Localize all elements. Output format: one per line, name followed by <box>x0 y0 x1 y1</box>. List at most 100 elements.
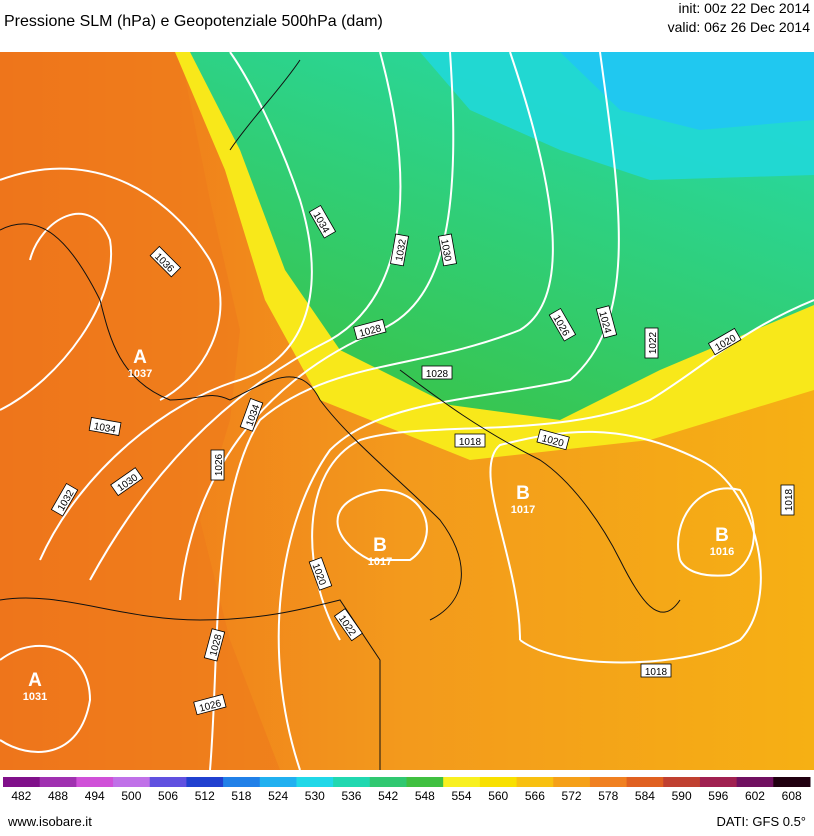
colorbar-label: 560 <box>488 789 508 803</box>
isobar-label-box <box>149 245 182 278</box>
warm-field <box>0 52 280 770</box>
isobar-label-box <box>193 693 227 716</box>
center-value: 1017 <box>511 504 535 516</box>
colorbar-label: 590 <box>672 789 692 803</box>
isobar-label: 1026 <box>193 693 227 716</box>
isobar-label-box <box>110 467 144 497</box>
colorbar-swatch <box>443 777 481 787</box>
center-symbol: A <box>28 670 42 691</box>
isobar-label-text: 1018 <box>784 488 795 511</box>
isobar-label-box <box>548 307 577 342</box>
isobar-label-box <box>640 663 672 678</box>
center-symbol: B <box>516 483 530 504</box>
colorbar-label: 482 <box>11 789 31 803</box>
colorbar-swatch <box>553 777 591 787</box>
isobar-lines <box>0 51 814 771</box>
colorbar-swatch <box>406 777 444 787</box>
center-value: 1017 <box>368 556 392 568</box>
colorbar-label: 536 <box>341 789 361 803</box>
isobar-label-box <box>421 365 453 380</box>
center-symbol: B <box>715 525 729 546</box>
colorbar-swatch <box>296 777 334 787</box>
colorbar-label: 524 <box>268 789 288 803</box>
isobar-label-box <box>308 556 333 591</box>
center-value: 1031 <box>23 691 47 703</box>
colorbar-swatch <box>39 777 77 787</box>
isobar-label-text: 1032 <box>394 238 409 262</box>
colorbar-swatch <box>3 777 41 787</box>
colorbar-swatch <box>333 777 371 787</box>
isobar-label-box <box>88 417 122 436</box>
isobar-label-box <box>780 484 795 516</box>
colorbar-swatch <box>663 777 701 787</box>
isobar-label: 1034 <box>88 417 122 436</box>
colorbar-label: 500 <box>121 789 141 803</box>
isobar-label: 1018 <box>640 663 672 678</box>
colorbar-label: 596 <box>708 789 728 803</box>
isobar-label: 1018 <box>780 484 795 516</box>
isobar-label-box <box>707 327 742 356</box>
site-footer: www.isobare.it <box>7 814 92 829</box>
isobar-label-box <box>390 233 409 267</box>
isobar-label-text: 1028 <box>426 369 449 380</box>
init-time: init: 00z 22 Dec 2014 <box>678 0 810 16</box>
map-area <box>0 51 814 771</box>
colorbar-label: 554 <box>452 789 472 803</box>
isobar-label-text: 1034 <box>93 421 117 436</box>
colorbar-swatch <box>149 777 187 787</box>
blue-field <box>560 52 814 130</box>
colorbar-label: 488 <box>48 789 68 803</box>
colorbar-label: 602 <box>745 789 765 803</box>
isobar-label-box <box>353 318 387 341</box>
isobar-label-box <box>210 449 225 481</box>
isobar-label-text: 1026 <box>214 453 225 476</box>
isobar-label: 1028 <box>421 365 453 380</box>
colorbar-label: 566 <box>525 789 545 803</box>
colorbar-swatch <box>699 777 738 787</box>
colorbar-swatch <box>259 777 297 787</box>
isobar-label: 1032 <box>390 233 409 267</box>
isobar-label-box <box>438 233 457 267</box>
center-symbol: A <box>133 347 147 368</box>
colorbar-label: 506 <box>158 789 178 803</box>
isobar-label-box <box>644 327 659 359</box>
colorbar-label: 572 <box>562 789 582 803</box>
title: Pressione SLM (hPa) e Geopotenziale 500h… <box>4 13 383 30</box>
isobar-label-text: 1018 <box>645 667 668 678</box>
center-value: 1037 <box>128 368 152 380</box>
isobar-label-text: 1022 <box>648 331 659 354</box>
isobar-label-text: 1030 <box>438 238 453 262</box>
colorbar-swatch <box>516 777 554 787</box>
colorbar-swatch <box>589 777 628 787</box>
colorbar-swatch <box>76 777 114 787</box>
valid-time: valid: 06z 26 Dec 2014 <box>668 19 811 35</box>
colorbar-swatch <box>479 777 518 787</box>
colorbar-swatch <box>369 777 407 787</box>
colorbar-label: 530 <box>305 789 325 803</box>
colorbar-label: 584 <box>635 789 655 803</box>
colorbar: 482 488 494 500 506 512 518 524 530 536 542 548 554 5… <box>3 777 811 803</box>
colorbar-label: 548 <box>415 789 435 803</box>
colorbar-label: 494 <box>85 789 105 803</box>
colorbar-swatch <box>186 777 224 787</box>
isobar-label-box <box>308 204 337 239</box>
isobar-label-box <box>536 428 570 451</box>
isobar-label: 1026 <box>210 449 225 481</box>
colorbar-swatch <box>773 777 811 787</box>
isobar-label: 1030 <box>438 233 457 267</box>
isobar-label-box <box>595 305 618 339</box>
colorbar-swatch <box>626 777 664 787</box>
center-value: 1016 <box>710 546 734 558</box>
colorbar-swatch <box>113 777 151 787</box>
colorbar-swatch <box>223 777 261 787</box>
isobar-label-box <box>333 608 363 642</box>
colorbar-label: 518 <box>231 789 251 803</box>
colorbar-label: 542 <box>378 789 398 803</box>
isobar-label-text: 1018 <box>459 437 482 448</box>
coastlines <box>0 59 681 770</box>
isobar-label-box <box>203 628 226 662</box>
colorbar-swatch <box>736 777 774 787</box>
colorbar-label: 578 <box>598 789 618 803</box>
